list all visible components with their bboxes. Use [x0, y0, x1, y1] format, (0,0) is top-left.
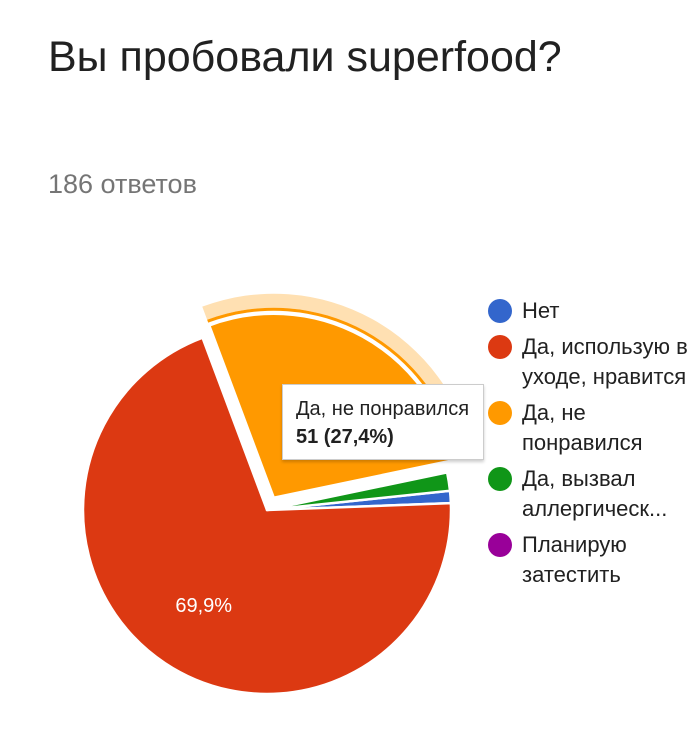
- legend-item-yes-use[interactable]: Да, использую в уходе, нравится: [488, 332, 700, 392]
- legend-label: Да, использую в уходе, нравится: [522, 334, 688, 389]
- legend-label: Нет: [522, 298, 560, 323]
- pie-highlight-halo: [202, 293, 474, 459]
- legend-item-plan[interactable]: Планирую затестить: [488, 530, 700, 590]
- legend-label: Да, вызвал аллергическ...: [522, 466, 668, 521]
- response-count: 186 ответов: [48, 169, 197, 199]
- pie-chart: 69,9%: [81, 293, 474, 696]
- chart-title: Вы пробовали superfood?: [48, 33, 562, 81]
- chart-tooltip: Да, не понравился 51 (27,4%): [282, 384, 485, 460]
- legend-item-net[interactable]: Нет: [488, 296, 700, 326]
- legend-label: Да, не понравился: [522, 400, 643, 455]
- pie-slice[interactable]: [81, 336, 453, 696]
- chart-legend: Нет Да, использую в уходе, нравится Да, …: [488, 296, 700, 596]
- legend-item-yes-dislike[interactable]: Да, не понравился: [488, 398, 700, 458]
- legend-item-allergy[interactable]: Да, вызвал аллергическ...: [488, 464, 700, 524]
- legend-swatch: [488, 467, 512, 491]
- pie-slice[interactable]: [265, 471, 452, 512]
- pie-slice-label: 69,9%: [175, 595, 232, 617]
- legend-swatch: [488, 533, 512, 557]
- tooltip-value: 51 (27,4%): [296, 426, 394, 448]
- legend-swatch: [488, 335, 512, 359]
- legend-label: Планирую затестить: [522, 532, 627, 587]
- tooltip-label: Да, не понравился: [296, 398, 470, 420]
- legend-swatch: [488, 401, 512, 425]
- legend-swatch: [488, 299, 512, 323]
